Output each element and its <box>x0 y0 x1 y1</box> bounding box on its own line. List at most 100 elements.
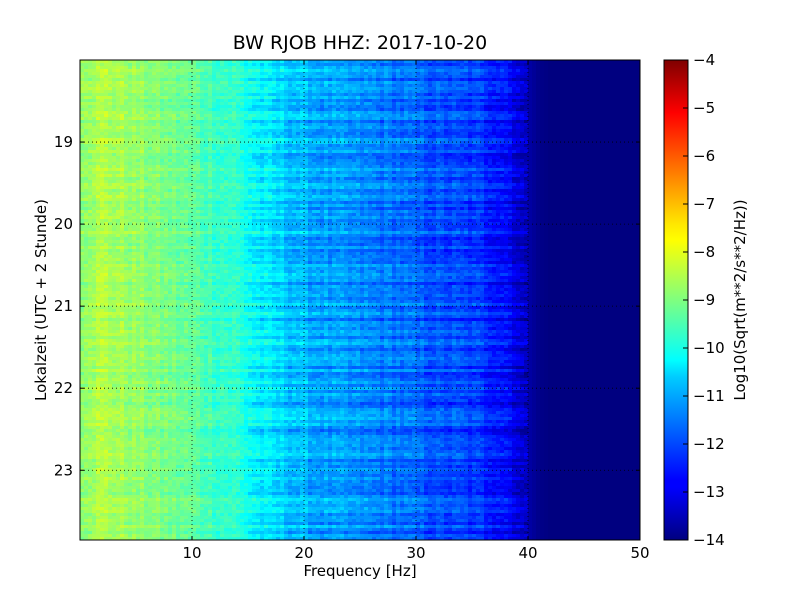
heatmap-cell <box>512 69 517 73</box>
heatmap-cell <box>624 63 629 67</box>
heatmap-cell <box>464 69 469 73</box>
heatmap-cell <box>332 84 337 88</box>
heatmap-cell <box>556 75 561 79</box>
heatmap-cell <box>332 60 337 64</box>
heatmap-cell <box>476 81 481 85</box>
heatmap-cell <box>132 69 137 73</box>
heatmap-cell <box>400 66 405 70</box>
heatmap-cell <box>380 90 385 94</box>
heatmap-cell <box>484 96 489 100</box>
heatmap-cell <box>116 90 121 94</box>
heatmap-cell <box>124 90 129 94</box>
heatmap-cell <box>328 81 333 85</box>
heatmap-cell <box>272 87 277 91</box>
heatmap-cell <box>100 90 105 94</box>
heatmap-cell <box>588 63 593 67</box>
heatmap-cell <box>592 69 597 73</box>
heatmap-cell <box>432 90 437 94</box>
heatmap-cell <box>164 69 169 73</box>
heatmap-cell <box>328 96 333 100</box>
heatmap-cell <box>360 84 365 88</box>
heatmap-cell <box>268 78 273 82</box>
heatmap-cell <box>276 90 281 94</box>
heatmap-cell <box>320 87 325 91</box>
heatmap-cell <box>604 87 609 91</box>
heatmap-cell <box>424 87 429 91</box>
heatmap-cell <box>284 96 289 100</box>
heatmap-cell <box>80 63 85 67</box>
heatmap-cell <box>112 93 117 97</box>
heatmap-cell <box>96 84 101 88</box>
heatmap-cell <box>448 63 453 67</box>
heatmap-cell <box>80 90 85 94</box>
heatmap-cell <box>236 93 241 97</box>
heatmap-cell <box>480 90 485 94</box>
heatmap-cell <box>576 87 581 91</box>
heatmap-cell <box>300 84 305 88</box>
heatmap-cell <box>568 87 573 91</box>
heatmap-cell <box>572 66 577 70</box>
heatmap-cell <box>384 93 389 97</box>
heatmap-cell <box>124 72 129 76</box>
heatmap-cell <box>144 72 149 76</box>
heatmap-cell <box>404 63 409 67</box>
heatmap-cell <box>584 87 589 91</box>
heatmap-cell <box>204 90 209 94</box>
heatmap-cell <box>180 90 185 94</box>
heatmap-cell <box>152 69 157 73</box>
heatmap-cell <box>296 66 301 70</box>
heatmap-cell <box>360 87 365 91</box>
heatmap-cell <box>620 87 625 91</box>
heatmap-cell <box>576 75 581 79</box>
heatmap-cell <box>396 90 401 94</box>
heatmap-cell <box>236 81 241 85</box>
heatmap-cell <box>104 96 109 100</box>
heatmap-cell <box>432 69 437 73</box>
heatmap-cell <box>632 72 637 76</box>
heatmap-cell <box>452 96 457 100</box>
heatmap-cell <box>176 81 181 85</box>
heatmap-cell <box>372 90 377 94</box>
heatmap-cell <box>232 96 237 100</box>
heatmap-cell <box>324 81 329 85</box>
heatmap-cell <box>256 93 261 97</box>
heatmap-cell <box>88 78 93 82</box>
heatmap-cell <box>500 66 505 70</box>
heatmap-cell <box>484 72 489 76</box>
heatmap-cell <box>364 69 369 73</box>
heatmap-cell <box>192 90 197 94</box>
heatmap-cell <box>236 63 241 67</box>
heatmap-cell <box>612 63 617 67</box>
heatmap-cell <box>244 96 249 100</box>
heatmap-cell <box>604 81 609 85</box>
heatmap-cell <box>264 78 269 82</box>
heatmap-cell <box>168 60 173 64</box>
heatmap-cell <box>460 93 465 97</box>
heatmap-cell <box>424 60 429 64</box>
heatmap-cell <box>596 72 601 76</box>
heatmap-cell <box>344 87 349 91</box>
heatmap-cell <box>444 78 449 82</box>
heatmap-cell <box>228 84 233 88</box>
heatmap-cell <box>272 60 277 64</box>
heatmap-cell <box>308 63 313 67</box>
heatmap-cell <box>144 93 149 97</box>
heatmap-cell <box>512 90 517 94</box>
heatmap-cell <box>204 72 209 76</box>
heatmap-cell <box>592 72 597 76</box>
heatmap-cell <box>564 81 569 85</box>
heatmap-cell <box>168 90 173 94</box>
heatmap-cell <box>372 78 377 82</box>
heatmap-cell <box>504 69 509 73</box>
heatmap-cell <box>380 87 385 91</box>
heatmap-cell <box>140 81 145 85</box>
heatmap-cell <box>124 87 129 91</box>
heatmap-cell <box>228 63 233 67</box>
heatmap-cell <box>200 78 205 82</box>
heatmap-cell <box>484 78 489 82</box>
heatmap-cell <box>444 66 449 70</box>
heatmap-cell <box>464 84 469 88</box>
heatmap-cell <box>456 78 461 82</box>
heatmap-cell <box>248 72 253 76</box>
heatmap-cell <box>368 66 373 70</box>
